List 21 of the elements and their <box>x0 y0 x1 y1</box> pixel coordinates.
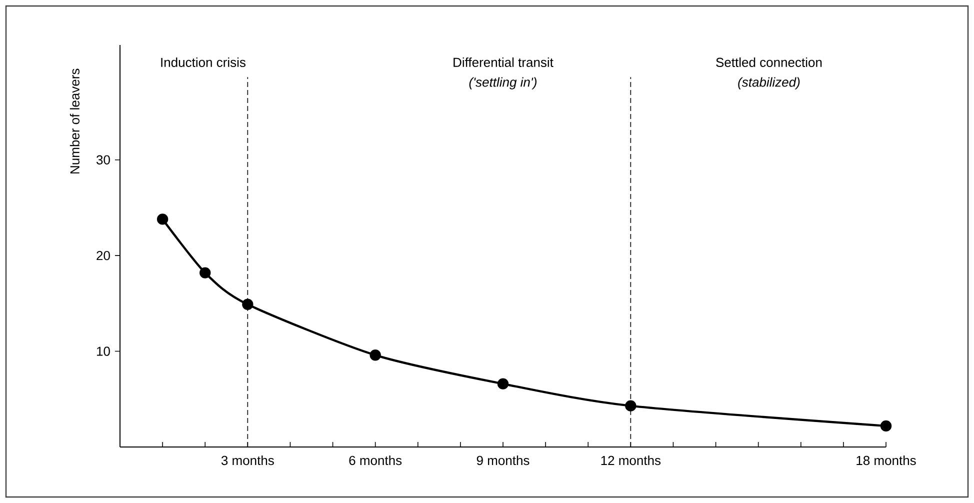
y-tick-label: 20 <box>96 250 110 260</box>
point <box>370 350 381 361</box>
x-tick-label: 3 months <box>221 456 274 466</box>
point <box>880 420 892 432</box>
y-tick-label: 30 <box>96 155 110 164</box>
y-axis-title: Number of leavers <box>70 68 80 174</box>
annotation: Differential transit <box>454 57 554 67</box>
x-tick-label: 18 months <box>856 456 916 466</box>
x-tick-label: 9 months <box>476 456 530 466</box>
annotation: Induction crisis <box>161 57 246 67</box>
annotation: (stabilized) <box>738 77 800 90</box>
point <box>242 298 254 310</box>
y-tick-label: 10 <box>96 346 110 356</box>
annotation: ('settling in') <box>469 77 536 90</box>
point <box>497 378 509 390</box>
point <box>156 214 168 225</box>
x-tick-label: 6 months <box>349 456 402 466</box>
x-tick-label: 12 months <box>601 456 661 466</box>
annotation: Settled connection <box>716 57 822 67</box>
point <box>625 400 636 412</box>
point <box>200 267 211 278</box>
